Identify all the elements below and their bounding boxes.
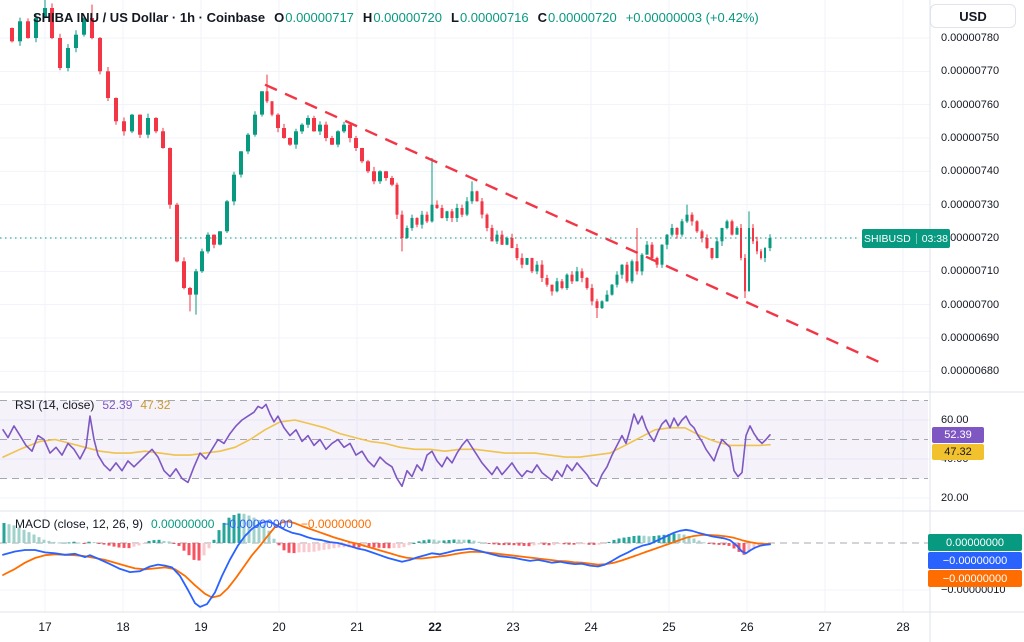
time-scale[interactable]: 17 18 19 20 21 22 23 24 25 26 27 28 [0, 612, 1024, 642]
open-value: 0.00000717 [285, 10, 354, 25]
macd-scale[interactable]: −0.00000010 [930, 511, 1024, 612]
rsi-legend[interactable]: RSI (14, close) 52.39 47.32 [15, 398, 170, 412]
macd-title: MACD (close, 12, 26, 9) [15, 517, 144, 531]
macd-tick-label: −0.00000010 [941, 584, 1006, 596]
price-tick-label: 0.00000680 [941, 365, 1000, 378]
price-tick-label: 0.00000700 [941, 298, 1000, 311]
macd-hist-value: 0.00000000 [151, 517, 215, 531]
rsi-ma-value-badge: 47.32 [932, 444, 984, 460]
ohlc-close: C0.00000720 [538, 10, 617, 26]
time-tick-label: 24 [584, 620, 598, 634]
rsi-title: RSI (14, close) [15, 398, 95, 412]
low-value: 0.00000716 [459, 10, 529, 25]
price-badge-symbol: SHIBUSD [864, 232, 911, 245]
rsi-value-badge: 52.39 [932, 427, 984, 443]
high-label: H [362, 10, 373, 25]
change-value: +0.00000003 (+0.42%) [625, 10, 759, 25]
time-tick-label: 22 [428, 620, 442, 634]
macd-hist-badge: 0.00000000 [928, 534, 1022, 551]
macd-signal-badge: −0.00000000 [928, 570, 1022, 587]
time-tick-label: 18 [116, 620, 130, 634]
current-price-badge: SHIBUSD 03:38 [862, 229, 950, 248]
ohlc-high: H0.00000720 [363, 10, 442, 26]
price-tick-label: 0.00000690 [941, 332, 1000, 344]
price-tick-label: 0.00000760 [941, 98, 1000, 111]
time-tick-label: 20 [272, 620, 286, 634]
ohlc-low: L0.00000716 [451, 10, 529, 26]
price-tick-label: 0.00000740 [941, 165, 1000, 178]
rsi-ma-value: 47.32 [140, 398, 171, 412]
price-tick-label: 0.00000720 [941, 232, 1000, 244]
price-tick-label: 0.00000710 [941, 265, 1000, 278]
time-tick-label: 23 [506, 620, 520, 634]
grid [0, 0, 930, 612]
macd-line-badge: −0.00000000 [928, 552, 1022, 569]
rsi-series [2, 403, 771, 488]
descending-trendline[interactable] [264, 83, 886, 366]
macd-lines [2, 520, 771, 608]
rsi-tick-label: 60.00 [941, 414, 969, 426]
time-tick-label: 27 [818, 620, 832, 634]
time-tick-label: 21 [350, 620, 364, 634]
macd-legend[interactable]: MACD (close, 12, 26, 9) 0.00000000 −0.00… [15, 517, 371, 531]
rsi-band [0, 400, 928, 479]
macd-signal-value: −0.00000000 [300, 517, 372, 531]
price-tick-label: 0.00000770 [941, 65, 1000, 78]
price-tick-label: 0.00000730 [941, 198, 1000, 211]
high-value: 0.00000720 [373, 10, 442, 25]
close-value: 0.00000720 [548, 10, 617, 25]
price-badge-divider [915, 233, 917, 244]
time-tick-label: 26 [740, 620, 754, 634]
ohlc-open: O0.00000717 [274, 10, 354, 26]
low-label: L [451, 10, 459, 25]
macd-histogram [2, 513, 771, 561]
price-tick-label: 0.00000780 [941, 32, 1000, 44]
time-tick-label: 19 [194, 620, 208, 634]
rsi-tick-label: 20.00 [941, 492, 969, 504]
candlestick-series [10, 0, 772, 318]
symbol-legend[interactable]: SHIBA INU / US Dollar · 1h · Coinbase O0… [33, 10, 759, 26]
rsi-value: 52.39 [102, 398, 133, 412]
macd-line-value: −0.00000000 [222, 517, 293, 531]
close-label: C [537, 10, 548, 25]
price-tick-label: 0.00000750 [941, 132, 1000, 144]
time-tick-label: 25 [662, 620, 676, 634]
symbol-title: SHIBA INU / US Dollar · 1h · Coinbase [33, 10, 266, 25]
time-tick-label: 28 [896, 620, 910, 634]
price-scale[interactable]: 0.00000780 0.00000770 0.00000760 0.00000750… [930, 0, 1024, 392]
time-tick-label: 17 [38, 620, 52, 634]
price-badge-time: 03:38 [921, 232, 948, 245]
open-label: O [274, 10, 285, 25]
currency-usd-button[interactable]: USD [930, 4, 1016, 28]
